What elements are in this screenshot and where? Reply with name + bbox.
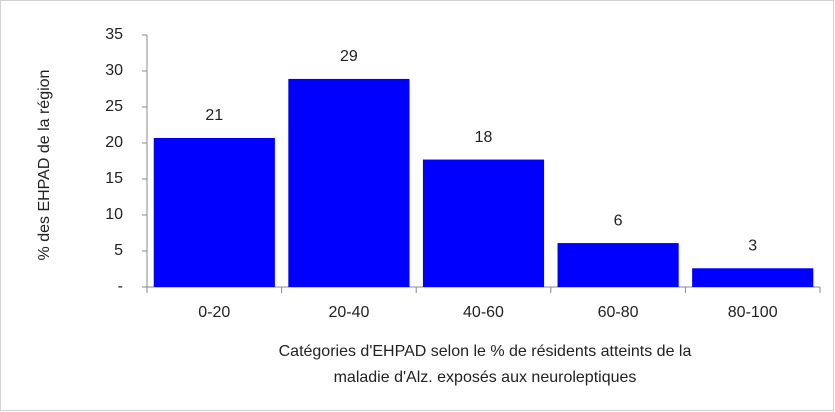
y-tick-label: 15 — [105, 170, 123, 187]
x-axis-title: Catégories d'EHPAD selon le % de résiden… — [279, 343, 692, 360]
data-label: 29 — [340, 48, 358, 65]
bar — [557, 243, 679, 287]
x-tick-label: 0-20 — [198, 304, 230, 321]
x-tick-label: 40-60 — [463, 304, 504, 321]
data-label: 18 — [475, 129, 493, 146]
y-tick-label: 30 — [105, 62, 123, 79]
bar — [422, 159, 545, 287]
y-tick-label: 20 — [105, 134, 123, 151]
y-tick-label: 5 — [114, 242, 123, 259]
y-tick-label: 25 — [105, 98, 123, 115]
data-label: 21 — [205, 107, 223, 124]
y-tick-label: 10 — [105, 206, 123, 223]
y-axis-title: % des EHPAD de la région — [36, 70, 53, 261]
data-label: 6 — [614, 212, 623, 229]
bar — [153, 137, 275, 287]
y-tick-label: - — [118, 278, 123, 295]
x-axis-title: maladie d'Alz. exposés aux neuroleptique… — [334, 369, 637, 386]
y-tick-label: 35 — [105, 26, 123, 43]
x-tick-label: 20-40 — [328, 304, 369, 321]
x-tick-label: 60-80 — [598, 304, 639, 321]
data-label: 3 — [748, 237, 757, 254]
bar — [288, 78, 410, 287]
bar — [692, 268, 814, 287]
x-tick-label: 80-100 — [728, 304, 778, 321]
